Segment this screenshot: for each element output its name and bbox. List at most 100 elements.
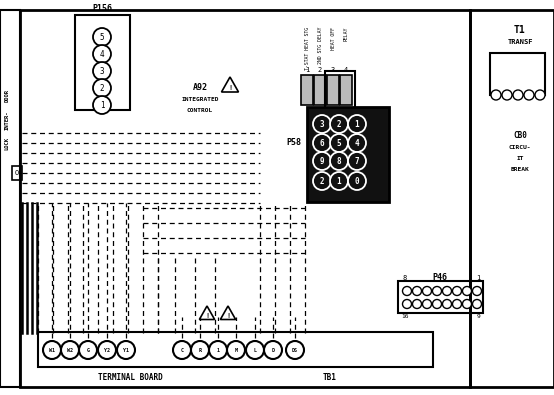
Circle shape [313,115,331,133]
Text: IT: IT [516,156,524,160]
Bar [340,75,352,105]
Text: 1: 1 [337,177,341,186]
Circle shape [93,45,111,63]
Bar [398,281,483,313]
Circle shape [348,115,366,133]
Text: TRANSF: TRANSF [507,39,533,45]
Text: P46: P46 [433,273,448,282]
Circle shape [403,299,412,308]
Bar [75,15,130,110]
Circle shape [348,134,366,152]
Text: 7: 7 [355,156,360,166]
Circle shape [473,299,481,308]
Text: W2: W2 [67,348,73,352]
Circle shape [227,341,245,359]
Circle shape [502,90,512,100]
Circle shape [453,286,461,295]
Text: M: M [234,348,238,352]
Circle shape [313,152,331,170]
Text: T-STAT HEAT STG: T-STAT HEAT STG [305,27,310,70]
Circle shape [98,341,116,359]
Text: 1: 1 [100,100,104,109]
Text: 9: 9 [320,156,324,166]
Text: CB0: CB0 [513,130,527,139]
Text: P156: P156 [92,4,112,13]
Circle shape [43,341,61,359]
Text: TERMINAL BOARD: TERMINAL BOARD [98,374,162,382]
Text: 2: 2 [337,120,341,128]
Text: CONTROL: CONTROL [187,107,213,113]
Text: 3: 3 [320,120,324,128]
Bar [314,75,326,105]
Text: G: G [86,348,90,352]
Text: 9: 9 [476,314,480,320]
Circle shape [93,96,111,114]
Circle shape [473,286,481,295]
Circle shape [117,341,135,359]
Bar [38,332,433,367]
Text: 0: 0 [355,177,360,186]
Circle shape [413,299,422,308]
Text: 1: 1 [217,348,219,352]
Text: L: L [254,348,257,352]
Circle shape [463,299,471,308]
Text: 6: 6 [320,139,324,147]
Text: 4: 4 [355,139,360,147]
Circle shape [209,341,227,359]
Circle shape [330,172,348,190]
Circle shape [453,299,461,308]
Circle shape [403,286,412,295]
Circle shape [79,341,97,359]
Text: !: ! [226,313,230,319]
Circle shape [286,341,304,359]
Text: D: D [271,348,274,352]
Text: 4: 4 [100,49,104,58]
Text: INTEGRATED: INTEGRATED [181,96,219,102]
Bar [20,10,470,387]
Text: INTER-: INTER- [4,110,9,130]
Circle shape [330,152,348,170]
Circle shape [93,28,111,46]
Bar [470,10,554,387]
Circle shape [423,286,432,295]
Bar [0,10,20,387]
Circle shape [313,172,331,190]
Text: Y1: Y1 [123,348,129,352]
Text: 8: 8 [403,275,407,281]
Circle shape [443,286,452,295]
Circle shape [443,299,452,308]
Circle shape [264,341,282,359]
Text: !: ! [228,85,232,91]
Text: 5: 5 [337,139,341,147]
Text: T1: T1 [514,25,526,35]
Circle shape [535,90,545,100]
Circle shape [433,299,442,308]
Circle shape [348,172,366,190]
Circle shape [348,152,366,170]
Circle shape [173,341,191,359]
Text: 1: 1 [305,67,309,73]
Text: HEAT OFF: HEAT OFF [331,27,336,50]
Text: !: ! [205,313,209,319]
Circle shape [330,134,348,152]
Bar [307,107,389,202]
Bar [327,75,339,105]
Text: 4: 4 [344,67,348,73]
Circle shape [491,90,501,100]
Text: BREAK: BREAK [511,167,530,171]
Circle shape [246,341,264,359]
Circle shape [423,299,432,308]
Circle shape [93,62,111,80]
Text: O: O [15,170,19,176]
Circle shape [513,90,523,100]
Text: 3: 3 [331,67,335,73]
Text: LOCK: LOCK [4,137,9,149]
Text: 2: 2 [100,83,104,92]
Bar [490,53,545,95]
Text: 2: 2 [318,67,322,73]
Circle shape [313,134,331,152]
Bar [325,71,355,109]
Text: R: R [198,348,202,352]
Text: 1: 1 [476,275,480,281]
Circle shape [191,341,209,359]
